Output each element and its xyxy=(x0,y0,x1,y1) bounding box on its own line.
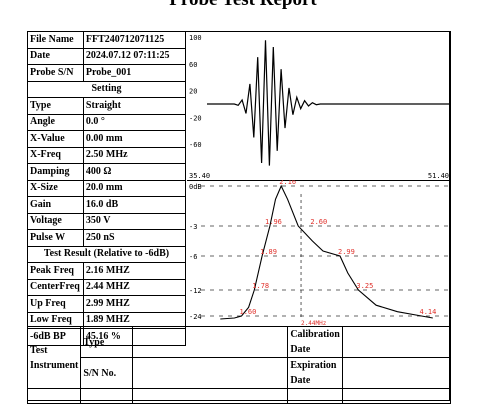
report-title: Probe Test Report xyxy=(0,0,486,12)
spectrum-line xyxy=(220,184,433,320)
damping-value: 400 Ω xyxy=(82,163,187,181)
table-row: CenterFreq 2.44 MHZ xyxy=(27,278,187,296)
table-row xyxy=(26,388,452,404)
waveform-line xyxy=(207,40,451,166)
table-row: Test Instrument Type Calibration Date xyxy=(26,326,452,389)
data-label: 2.99 xyxy=(338,248,355,256)
table-row: File Name FFT240712071125 xyxy=(27,31,187,49)
parameter-table: File Name FFT240712071125 Date 2024.07.1… xyxy=(27,31,187,346)
date-value: 2024.07.12 07:11:25 xyxy=(82,47,187,65)
table-row: Setting xyxy=(27,80,186,98)
table-row: Angle 0.0 ° xyxy=(27,113,187,131)
table-row: Probe S/N Probe_001 xyxy=(27,64,187,82)
instrument-table: Test Instrument Type Calibration Date S/… xyxy=(26,326,452,404)
table-row: Voltage 350 V xyxy=(27,212,187,230)
gain-value: 16.0 dB xyxy=(82,196,187,214)
x-value-value: 0.00 mm xyxy=(82,130,187,148)
data-label: 2.16 xyxy=(279,180,296,186)
file-name-label: File Name xyxy=(27,31,84,49)
y-tick-label: -6 xyxy=(189,253,197,261)
center-freq-value: 2.44 MHZ xyxy=(82,278,187,296)
table-row: Damping 400 Ω xyxy=(27,163,187,181)
up-freq-value: 2.99 MHZ xyxy=(82,295,187,313)
spectrum-chart: 0dB -3 -6 -12 -24 2.44MHz 2.16 1.96 2.60 1.89 2.99… xyxy=(189,180,451,327)
empty-cell xyxy=(132,388,289,404)
data-label: 2.60 xyxy=(310,218,327,226)
data-label: 3.25 xyxy=(356,282,373,290)
test-instrument-label: Test Instrument xyxy=(26,326,82,389)
probe-sn-label: Probe S/N xyxy=(27,64,84,82)
up-freq-label: Up Freq xyxy=(27,295,84,313)
data-label: 4.14 xyxy=(419,308,436,316)
table-row: Date 2024.07.12 07:11:25 xyxy=(27,47,187,65)
instrument-type-value xyxy=(132,326,289,358)
type-value: Straight xyxy=(82,97,187,115)
x-tick-label: 51.40 xyxy=(428,172,449,180)
x-freq-label: X-Freq xyxy=(27,146,84,164)
voltage-label: Voltage xyxy=(27,212,84,230)
y-tick-label: 0dB xyxy=(189,183,202,191)
y-tick-label: -20 xyxy=(189,114,202,122)
y-tick-label: -12 xyxy=(189,287,202,295)
table-row: Pulse W 250 nS xyxy=(27,229,187,247)
x-value-label: X-Value xyxy=(27,130,84,148)
peak-freq-value: 2.16 MHZ xyxy=(82,262,187,280)
y-tick-label: -3 xyxy=(189,223,197,231)
y-tick-label: 60 xyxy=(189,61,197,69)
expiration-date-value xyxy=(341,357,452,389)
y-tick-label: 100 xyxy=(189,34,202,42)
table-row: Gain 16.0 dB xyxy=(27,196,187,214)
table-row: Type Straight xyxy=(27,97,187,115)
center-frequency-label: 2.44MHz xyxy=(301,320,327,327)
data-label: 1.96 xyxy=(265,218,282,226)
result-header: Test Result (Relative to -6dB) xyxy=(27,245,186,263)
angle-label: Angle xyxy=(27,113,84,131)
voltage-value: 350 V xyxy=(82,212,187,230)
center-freq-label: CenterFreq xyxy=(27,278,84,296)
probe-sn-value: Probe_001 xyxy=(82,64,187,82)
data-label: 1.89 xyxy=(260,248,277,256)
calibration-date-label: Calibration Date xyxy=(287,326,343,358)
empty-cell xyxy=(287,388,343,404)
pulse-width-value: 250 nS xyxy=(82,229,187,247)
y-tick-label: 20 xyxy=(189,88,197,96)
y-tick-label: -60 xyxy=(189,141,202,149)
setting-header: Setting xyxy=(27,80,186,98)
empty-cell xyxy=(80,388,134,404)
table-row: X-Value 0.00 mm xyxy=(27,130,187,148)
date-label: Date xyxy=(27,47,84,65)
data-label: 1.60 xyxy=(240,308,257,316)
instrument-type-label: Type xyxy=(80,326,134,358)
expiration-date-label: Expiration Date xyxy=(287,357,343,389)
damping-label: Damping xyxy=(27,163,84,181)
empty-cell xyxy=(26,388,82,404)
x-size-value: 20.0 mm xyxy=(82,179,187,197)
table-row: X-Freq 2.50 MHz xyxy=(27,146,187,164)
calibration-date-value xyxy=(341,326,452,358)
waveform-chart: 100 60 20 -20 -60 35.40 51.40 xyxy=(187,34,451,181)
table-row: Peak Freq 2.16 MHZ xyxy=(27,262,187,280)
data-label: 1.78 xyxy=(252,282,269,290)
type-label: Type xyxy=(27,97,84,115)
instrument-sn-label: S/N No. xyxy=(80,357,134,389)
x-freq-value: 2.50 MHz xyxy=(82,146,187,164)
file-name-value: FFT240712071125 xyxy=(82,31,187,49)
table-row: Up Freq 2.99 MHZ xyxy=(27,295,187,313)
table-row: X-Size 20.0 mm xyxy=(27,179,187,197)
pulse-width-label: Pulse W xyxy=(27,229,84,247)
table-row: S/N No. Expiration Date xyxy=(28,357,452,389)
x-size-label: X-Size xyxy=(27,179,84,197)
instrument-sn-value xyxy=(132,357,289,389)
angle-value: 0.0 ° xyxy=(82,113,187,131)
peak-freq-label: Peak Freq xyxy=(27,262,84,280)
x-tick-label: 35.40 xyxy=(189,172,210,180)
gain-label: Gain xyxy=(27,196,84,214)
y-tick-label: -24 xyxy=(189,313,202,321)
empty-cell xyxy=(341,388,452,404)
table-row: Test Result (Relative to -6dB) xyxy=(27,245,186,263)
